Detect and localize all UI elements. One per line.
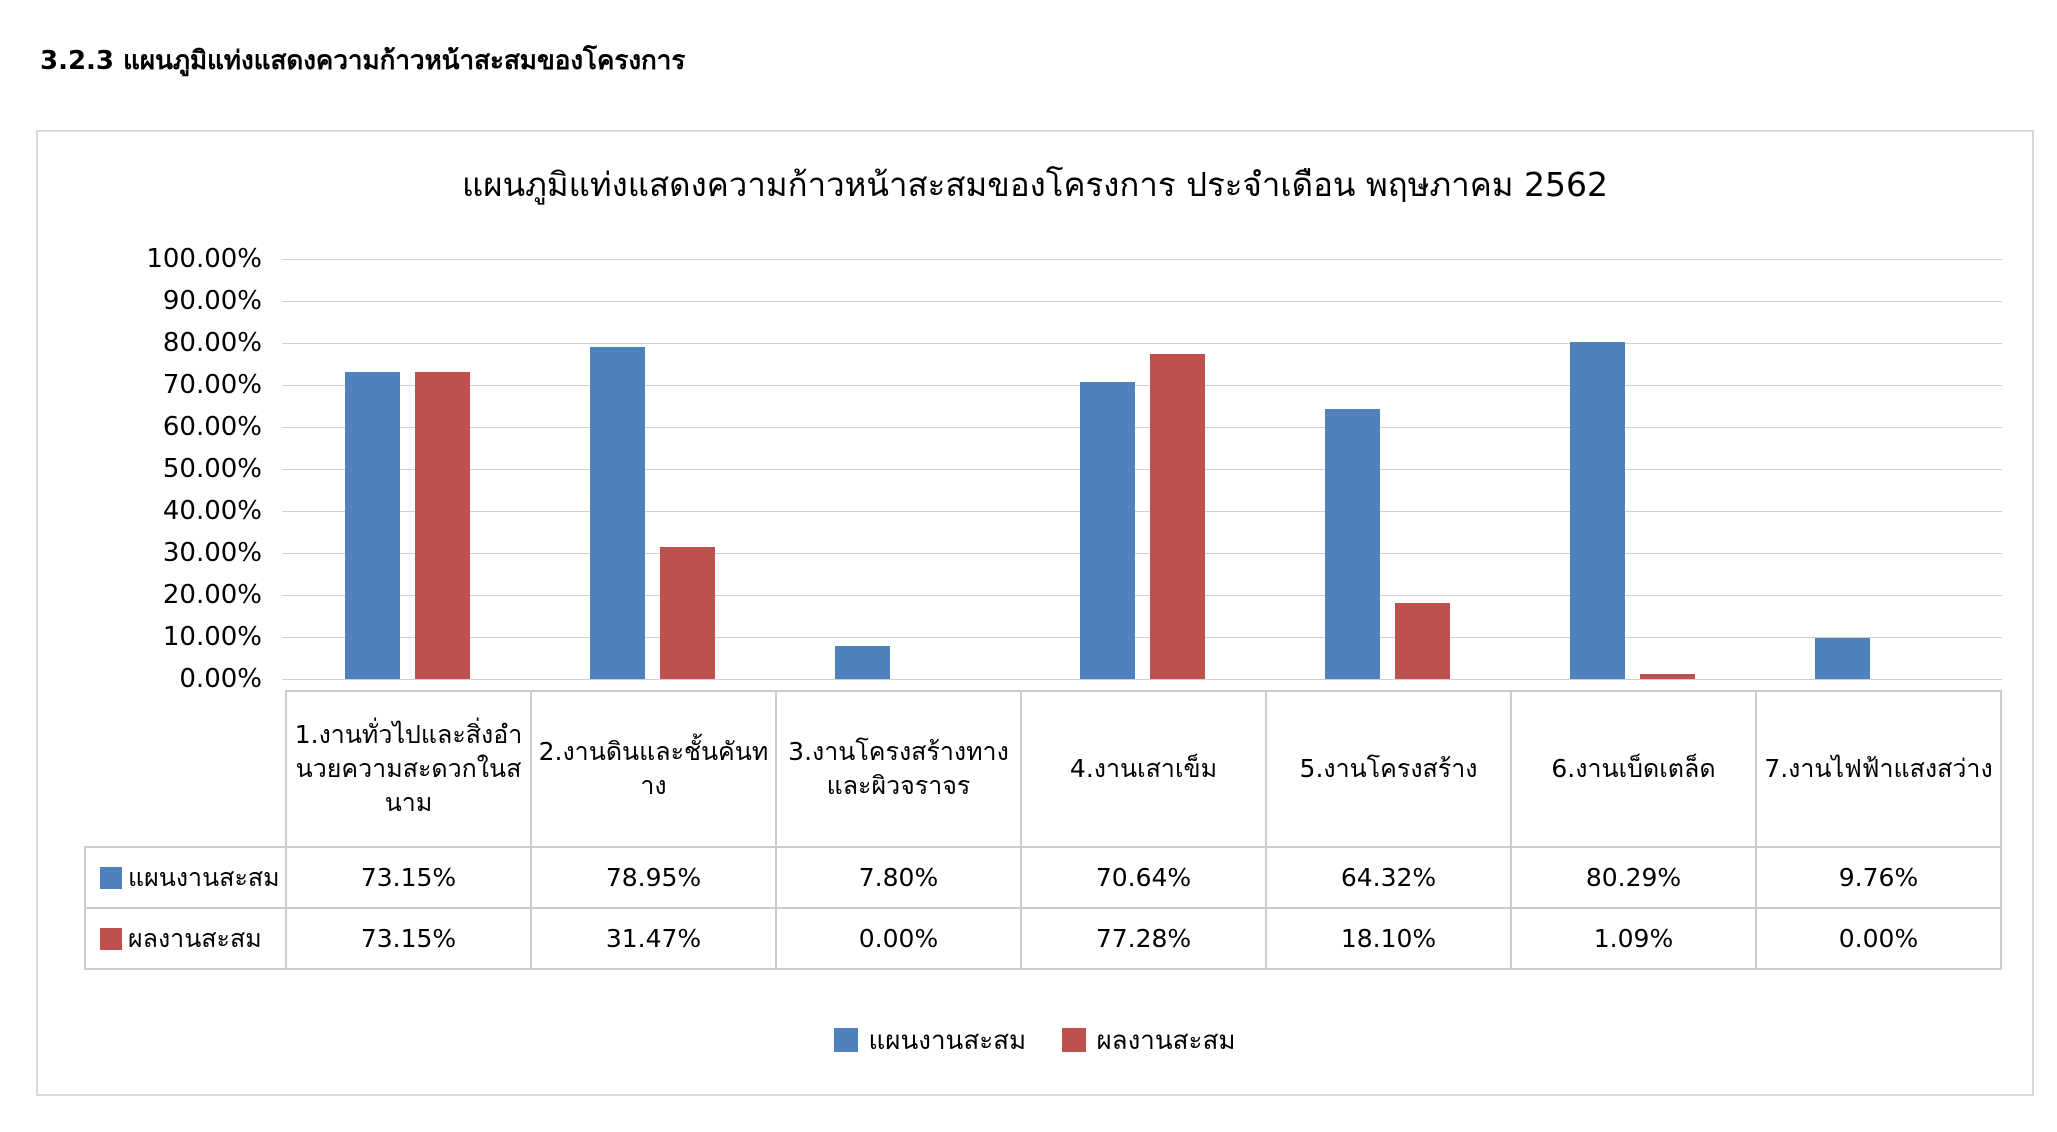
data-label: 80.29%: [1510, 846, 1757, 909]
data-label: 9.76%: [1755, 846, 2002, 909]
data-table: 1.งานทั่วไปและสิ่งอำนวยความสะดวกในสนาม 2…: [84, 690, 2002, 970]
category-cell: 4.งานเสาเข็ม: [1020, 690, 1267, 848]
bar-plan: [345, 372, 400, 679]
plan-row-key: แผนงานสะสม: [84, 846, 287, 909]
data-label: 0.00%: [775, 907, 1022, 970]
plan-series-row: แผนงานสะสม 73.15% 78.95% 7.80% 70.64% 64…: [84, 846, 2002, 909]
gridline: [282, 553, 2002, 554]
y-tick-label: 50.00%: [162, 454, 262, 484]
bar-actual: [415, 372, 470, 679]
actual-series-name: ผลงานสะสม: [128, 923, 262, 953]
gridline: [282, 469, 2002, 470]
bar-plan: [1325, 409, 1380, 679]
bar-actual: [1150, 354, 1205, 679]
category-label: 3.งานโครงสร้างทางและผิวจราจร: [788, 737, 1009, 800]
y-tick-label: 70.00%: [162, 370, 262, 400]
y-tick-label: 20.00%: [162, 580, 262, 610]
gridline: [282, 637, 2002, 638]
bar-plan: [1080, 382, 1135, 679]
bar-plan: [835, 646, 890, 679]
category-cell: 5.งานโครงสร้าง: [1265, 690, 1512, 848]
legend-item-actual: ผลงานสะสม: [1062, 1020, 1236, 1061]
category-cell: 3.งานโครงสร้างทางและผิวจราจร: [775, 690, 1022, 848]
gridline: [282, 343, 2002, 344]
category-label: 5.งานโครงสร้าง: [1299, 754, 1478, 783]
data-label: 70.64%: [1020, 846, 1267, 909]
category-label: 7.งานไฟฟ้าแสงสว่าง: [1764, 754, 1993, 783]
gridline: [282, 427, 2002, 428]
gridline: [282, 259, 2002, 260]
data-label: 78.95%: [530, 846, 777, 909]
section-heading: 3.2.3 แผนภูมิแท่งแสดงความก้าวหน้าสะสมของ…: [40, 46, 686, 76]
y-tick-label: 100.00%: [146, 244, 262, 274]
y-tick-label: 60.00%: [162, 412, 262, 442]
category-label: 4.งานเสาเข็ม: [1069, 754, 1218, 783]
y-tick-label: 80.00%: [162, 328, 262, 358]
data-label: 77.28%: [1020, 907, 1267, 970]
plan-series-name: แผนงานสะสม: [128, 862, 280, 892]
category-cell: 6.งานเบ็ดเตล็ด: [1510, 690, 1757, 848]
chart-title: แผนภูมิแท่งแสดงความก้าวหน้าสะสมของโครงกา…: [461, 165, 1609, 204]
legend-actual-swatch-icon: [1062, 1028, 1087, 1052]
data-label: 31.47%: [530, 907, 777, 970]
data-label: 18.10%: [1265, 907, 1512, 970]
legend-actual-label: ผลงานสะสม: [1096, 1026, 1236, 1056]
y-tick-label: 30.00%: [162, 538, 262, 568]
legend-plan-swatch-icon: [834, 1028, 859, 1052]
actual-row-key: ผลงานสะสม: [84, 907, 287, 970]
gridline: [282, 595, 2002, 596]
legend: แผนงานสะสม ผลงานสะสม: [36, 1020, 2034, 1061]
gridline: [282, 679, 2002, 680]
gridline: [282, 511, 2002, 512]
bar-plan: [1570, 342, 1625, 679]
y-tick-label: 0.00%: [179, 664, 262, 694]
gridline: [282, 301, 2002, 302]
data-label: 64.32%: [1265, 846, 1512, 909]
category-label: 1.งานทั่วไปและสิ่งอำนวยความสะดวกในสนาม: [294, 720, 523, 817]
actual-swatch-icon: [100, 927, 122, 950]
gridline: [282, 385, 2002, 386]
category-label: 2.งานดินและชั้นคันทาง: [538, 737, 769, 800]
bar-plan: [1815, 638, 1870, 679]
category-cell: 1.งานทั่วไปและสิ่งอำนวยความสะดวกในสนาม: [285, 690, 532, 848]
data-label: 7.80%: [775, 846, 1022, 909]
data-label: 1.09%: [1510, 907, 1757, 970]
bar-plan: [590, 347, 645, 679]
category-label: 6.งานเบ็ดเตล็ด: [1551, 754, 1716, 783]
plan-swatch-icon: [100, 866, 122, 889]
bar-actual: [1395, 603, 1450, 679]
actual-series-row: ผลงานสะสม 73.15% 31.47% 0.00% 77.28% 18.…: [84, 907, 2002, 970]
data-label: 0.00%: [1755, 907, 2002, 970]
table-corner: [85, 691, 287, 848]
bar-actual: [660, 547, 715, 679]
category-header-row: 1.งานทั่วไปและสิ่งอำนวยความสะดวกในสนาม 2…: [85, 690, 2002, 848]
legend-plan-label: แผนงานสะสม: [868, 1026, 1027, 1056]
data-label: 73.15%: [285, 907, 532, 970]
data-label: 73.15%: [285, 846, 532, 909]
legend-item-plan: แผนงานสะสม: [834, 1020, 1026, 1061]
bar-actual: [1640, 674, 1695, 679]
y-tick-label: 10.00%: [162, 622, 262, 652]
category-cell: 2.งานดินและชั้นคันทาง: [530, 690, 777, 848]
category-cell: 7.งานไฟฟ้าแสงสว่าง: [1755, 690, 2002, 848]
y-tick-label: 40.00%: [162, 496, 262, 526]
y-tick-label: 90.00%: [162, 286, 262, 316]
